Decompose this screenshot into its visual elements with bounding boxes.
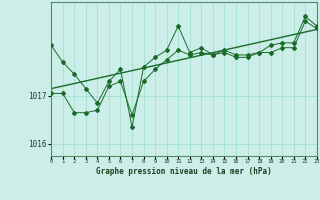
X-axis label: Graphe pression niveau de la mer (hPa): Graphe pression niveau de la mer (hPa) [96,167,272,176]
